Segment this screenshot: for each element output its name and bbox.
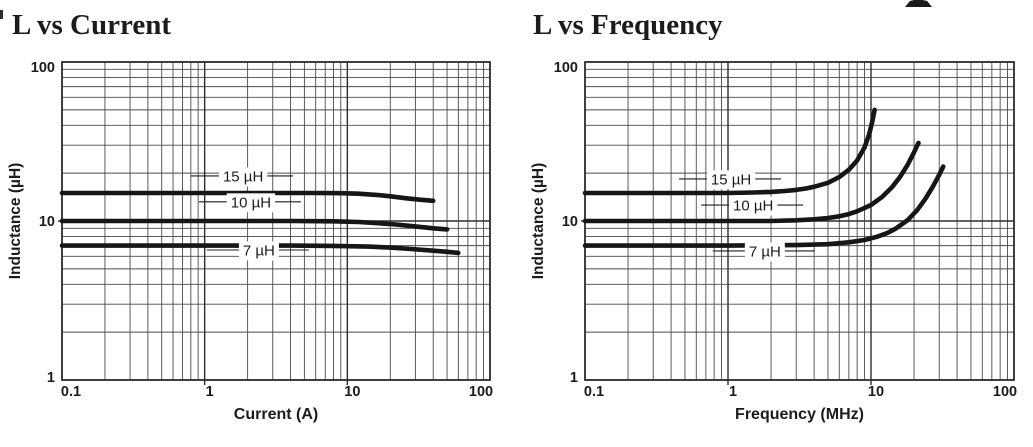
curve-label: 15 µH xyxy=(191,167,294,187)
svg-text:100: 100 xyxy=(993,384,1017,400)
svg-text:10: 10 xyxy=(39,214,55,230)
y-tick-labels: 1 10 100 xyxy=(31,60,55,386)
svg-text:10: 10 xyxy=(344,384,360,400)
curve-7H xyxy=(59,243,461,256)
svg-text:15 µH: 15 µH xyxy=(223,168,263,185)
svg-text:7 µH: 7 µH xyxy=(749,243,781,260)
x-tick-labels: 0.1 1 10 100 xyxy=(61,384,493,400)
curve-label: 15 µH xyxy=(679,170,782,190)
svg-text:1: 1 xyxy=(206,384,214,400)
curve-label: 10 µH xyxy=(198,193,301,213)
y-axis-title: Inductance (µH) xyxy=(7,163,24,280)
curve-7H xyxy=(582,164,946,248)
curve-15H xyxy=(582,107,877,196)
svg-text:10 µH: 10 µH xyxy=(733,198,773,215)
cropped-edge-fragment xyxy=(0,10,3,19)
svg-text:15 µH: 15 µH xyxy=(711,171,751,188)
svg-text:10 µH: 10 µH xyxy=(231,194,271,211)
curve-label: 10 µH xyxy=(701,196,804,216)
svg-text:10: 10 xyxy=(868,384,884,400)
curve-label: 7 µH xyxy=(206,241,309,261)
grid xyxy=(584,61,1015,381)
svg-text:1: 1 xyxy=(729,384,737,400)
grid xyxy=(61,61,491,381)
x-tick-labels: 0.1 1 10 100 xyxy=(584,384,1017,400)
plot-border xyxy=(584,61,1015,381)
axis-ticks xyxy=(58,220,349,385)
plot-border xyxy=(61,61,491,381)
x-axis-title: Frequency (MHz) xyxy=(735,406,864,423)
curve-10H xyxy=(59,218,450,232)
y-tick-labels: 1 10 100 xyxy=(554,60,578,386)
svg-text:100: 100 xyxy=(31,60,55,76)
axis-ticks xyxy=(581,220,872,385)
chart-title-l-vs-current: L vs Current xyxy=(12,9,171,41)
chart-title-l-vs-frequency: L vs Frequency xyxy=(533,9,723,41)
curve-10H xyxy=(582,140,921,224)
cropped-letter-fragment xyxy=(905,0,932,7)
svg-text:7 µH: 7 µH xyxy=(243,243,275,260)
x-axis-title: Current (A) xyxy=(234,406,318,423)
svg-text:1: 1 xyxy=(570,370,578,386)
svg-text:0.1: 0.1 xyxy=(61,384,81,400)
y-axis-title: Inductance (µH) xyxy=(530,163,547,280)
svg-text:1: 1 xyxy=(47,370,55,386)
svg-text:10: 10 xyxy=(562,214,578,230)
svg-text:100: 100 xyxy=(554,60,578,76)
curve-15H xyxy=(59,190,436,204)
curve-label: 7 µH xyxy=(712,242,815,262)
svg-text:0.1: 0.1 xyxy=(584,384,604,400)
svg-text:100: 100 xyxy=(469,384,493,400)
